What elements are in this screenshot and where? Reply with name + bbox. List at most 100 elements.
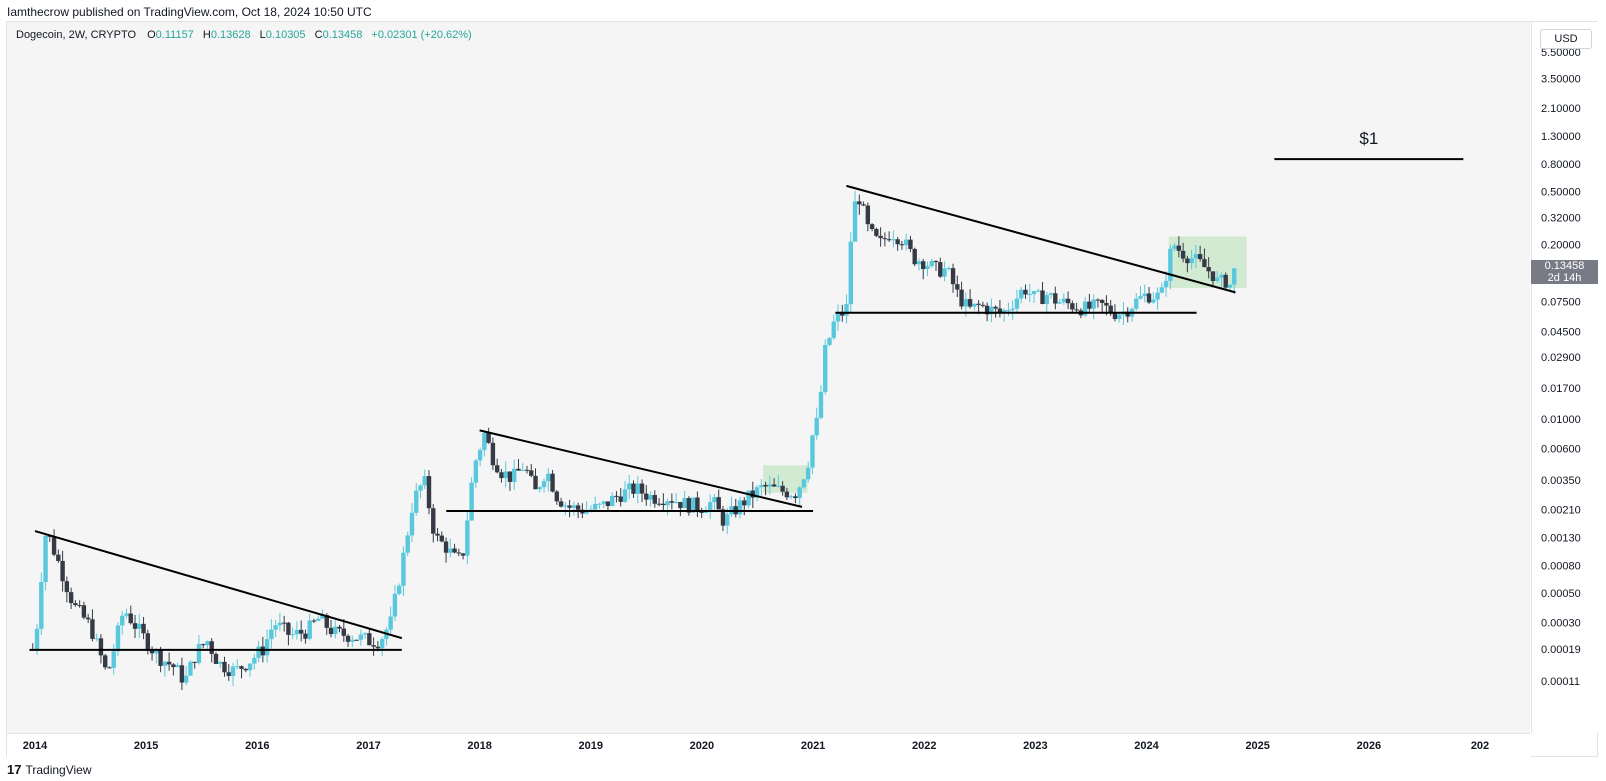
candle-body <box>652 495 658 504</box>
candle-body <box>575 505 581 510</box>
candle-body <box>1163 280 1169 288</box>
candle-body <box>959 289 964 307</box>
candle-body <box>175 665 180 668</box>
candle-body <box>520 469 525 471</box>
candle-body <box>388 616 393 630</box>
candle-body <box>396 585 402 594</box>
candle-body <box>307 620 312 639</box>
candle-body <box>260 646 266 656</box>
candle-body <box>269 629 274 640</box>
open-label: O <box>147 29 156 41</box>
currency-button[interactable]: USD <box>1540 29 1592 49</box>
candle-body <box>1193 254 1199 259</box>
candle-body <box>141 623 146 634</box>
footer-brand[interactable]: 17 TradingView <box>7 762 92 777</box>
candle-body <box>776 485 781 487</box>
change-value: +0.02301 (+20.62%) <box>371 29 472 41</box>
candle-body <box>98 638 104 656</box>
close-value: 0.13458 <box>322 29 363 41</box>
y-tick-label: 0.00019 <box>1541 644 1581 656</box>
candle-body <box>993 306 998 309</box>
x-tick-label: 2024 <box>1134 740 1159 752</box>
candle-body <box>333 626 338 635</box>
candle-body <box>1031 291 1037 295</box>
candle-body <box>831 321 836 338</box>
candle-body <box>477 450 483 461</box>
candle-body <box>115 625 121 652</box>
candle-body <box>1104 302 1109 306</box>
candle-body <box>1185 258 1190 264</box>
candle-body <box>316 618 321 621</box>
candle-body <box>1057 302 1062 304</box>
candle-body <box>90 619 95 639</box>
candle-body <box>192 661 197 663</box>
candle-body <box>963 299 969 307</box>
candle-body <box>784 491 790 498</box>
time-axis[interactable] <box>7 733 1530 758</box>
candle-body <box>1108 305 1113 314</box>
candle-body <box>34 628 40 650</box>
candle-body <box>950 268 956 285</box>
last-price-badge: 0.13458 2d 14h <box>1531 259 1598 284</box>
candle-body <box>85 617 91 620</box>
candle-body <box>929 261 934 267</box>
candle-body <box>1189 258 1194 264</box>
candle-body <box>235 666 240 668</box>
candle-body <box>1180 250 1186 259</box>
price-axis[interactable] <box>1531 22 1599 733</box>
candle-body <box>154 650 159 654</box>
candle-body <box>196 644 202 663</box>
candle-body <box>1134 298 1139 309</box>
candle-body <box>601 501 606 504</box>
candle-body <box>571 505 577 508</box>
candle-body <box>128 613 133 624</box>
candle-body <box>60 560 65 582</box>
y-tick-label: 0.04500 <box>1541 326 1581 338</box>
candle-body <box>550 473 555 492</box>
candle-body <box>422 476 427 486</box>
candle-body <box>1044 295 1049 304</box>
candle-body <box>921 261 926 270</box>
x-tick-label: 2014 <box>23 740 48 752</box>
y-tick-label: 0.00080 <box>1541 561 1581 573</box>
candle-body <box>759 484 764 488</box>
candle-body <box>746 490 751 506</box>
candle-body <box>337 626 342 629</box>
candle-body <box>563 505 568 507</box>
candle-body <box>852 201 858 242</box>
candle-body <box>243 668 249 671</box>
candle-body <box>678 502 683 509</box>
candle-body <box>452 548 457 553</box>
candle-body <box>149 650 155 654</box>
candle-body <box>980 304 986 306</box>
candle-body <box>273 625 278 630</box>
candle-body <box>392 593 398 617</box>
candle-body <box>861 204 866 206</box>
candle-body <box>1001 310 1007 313</box>
candle-body <box>1146 293 1152 303</box>
candle-body <box>737 500 743 515</box>
symbol-label: Dogecoin, 2W, CRYPTO <box>16 29 137 41</box>
candle-body <box>1215 277 1220 281</box>
y-tick-label: 0.01700 <box>1541 383 1581 395</box>
candle-body <box>682 498 687 509</box>
candle-body <box>1019 289 1024 299</box>
candle-body <box>222 661 227 673</box>
candle-body <box>426 476 432 509</box>
candle-body <box>933 261 939 263</box>
y-tick-label: 0.00050 <box>1541 588 1581 600</box>
candle-body <box>371 645 376 647</box>
candle-body <box>780 485 785 492</box>
candle-body <box>68 592 74 604</box>
y-tick-label: 5.50000 <box>1541 47 1581 59</box>
candle-body <box>1202 259 1207 268</box>
y-tick-label: 0.00600 <box>1541 444 1581 456</box>
x-tick-label: 2016 <box>245 740 269 752</box>
candle-body <box>788 496 794 498</box>
candle-body <box>754 487 760 498</box>
candle-body <box>767 484 773 487</box>
candle-body <box>592 503 598 510</box>
candle-body <box>1061 298 1067 303</box>
chart-plot-area[interactable] <box>7 22 1530 733</box>
candle-body <box>865 205 871 225</box>
